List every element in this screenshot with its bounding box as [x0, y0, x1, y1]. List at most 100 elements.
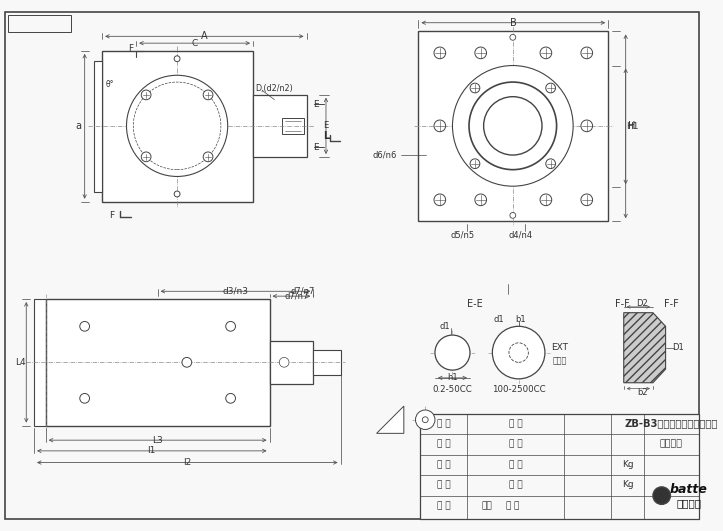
Circle shape: [434, 194, 445, 205]
Text: b2: b2: [637, 388, 648, 397]
Circle shape: [182, 357, 192, 367]
Circle shape: [435, 335, 470, 370]
Circle shape: [416, 410, 435, 430]
Circle shape: [510, 212, 515, 218]
Text: l2: l2: [183, 458, 192, 467]
Text: L3: L3: [153, 435, 163, 444]
Text: H1: H1: [626, 122, 638, 131]
Bar: [253, 95, 307, 157]
Text: ZB-B3系列融体泵连接尺寸图: ZB-B3系列融体泵连接尺寸图: [625, 418, 718, 429]
Bar: [419, 31, 608, 221]
Polygon shape: [624, 313, 666, 383]
Text: 共: 共: [513, 501, 518, 510]
Text: E: E: [323, 122, 329, 131]
Text: h1: h1: [447, 373, 458, 382]
Text: A: A: [201, 31, 208, 41]
Text: 材 料: 材 料: [509, 419, 523, 428]
Circle shape: [80, 393, 90, 403]
Circle shape: [80, 321, 90, 331]
Circle shape: [581, 194, 593, 205]
Circle shape: [540, 194, 552, 205]
Circle shape: [226, 393, 236, 403]
Text: d7/n7: d7/n7: [284, 292, 309, 301]
Text: d6/n6: d6/n6: [372, 151, 397, 159]
Text: D2: D2: [636, 299, 648, 309]
Circle shape: [453, 65, 573, 186]
Text: F-F: F-F: [664, 299, 679, 309]
Circle shape: [546, 159, 555, 168]
Text: batte: batte: [670, 483, 708, 496]
Bar: [270, 341, 313, 384]
Bar: [95, 61, 102, 192]
Circle shape: [174, 191, 180, 197]
Circle shape: [141, 152, 151, 162]
Circle shape: [434, 47, 445, 59]
Circle shape: [434, 120, 445, 132]
Text: B: B: [510, 18, 517, 28]
Text: 毛 重: 毛 重: [509, 460, 523, 469]
Circle shape: [127, 75, 228, 176]
Text: F-F: F-F: [615, 299, 630, 309]
Text: F: F: [128, 45, 133, 54]
Text: d3/n3: d3/n3: [223, 287, 249, 296]
Circle shape: [133, 82, 221, 169]
Bar: [420, 414, 698, 519]
Circle shape: [470, 83, 480, 93]
Text: 设 计: 设 计: [437, 419, 450, 428]
Text: 件 数: 件 数: [509, 440, 523, 449]
Text: F: F: [109, 211, 114, 220]
Bar: [313, 350, 341, 375]
Circle shape: [509, 343, 529, 362]
Circle shape: [279, 357, 289, 367]
Circle shape: [510, 35, 515, 40]
Text: 0.2-50CC: 0.2-50CC: [432, 385, 472, 394]
Circle shape: [469, 82, 557, 169]
Text: 郑州巴特: 郑州巴特: [677, 499, 701, 508]
Text: 制 图: 制 图: [437, 440, 450, 449]
Text: θ°: θ°: [106, 81, 114, 90]
Text: a: a: [76, 122, 82, 131]
Text: D,(d2/n2): D,(d2/n2): [255, 84, 294, 93]
Text: 张: 张: [505, 501, 510, 510]
Text: 审 核: 审 核: [437, 481, 450, 490]
Text: d1: d1: [494, 315, 505, 324]
Circle shape: [226, 321, 236, 331]
Bar: [8, 15, 71, 32]
Text: E-E: E-E: [467, 299, 483, 309]
Circle shape: [470, 159, 480, 168]
Bar: [102, 51, 253, 202]
Bar: [34, 299, 46, 425]
Text: 中国标准: 中国标准: [660, 440, 683, 449]
Text: H: H: [628, 122, 636, 131]
Circle shape: [581, 120, 593, 132]
Circle shape: [422, 417, 428, 423]
Text: d4/n4: d4/n4: [508, 230, 533, 239]
Circle shape: [141, 90, 213, 162]
Text: 阶 段: 阶 段: [437, 501, 450, 510]
Polygon shape: [377, 406, 404, 433]
Circle shape: [203, 152, 213, 162]
Circle shape: [484, 97, 542, 155]
Text: b1: b1: [515, 315, 526, 324]
Circle shape: [653, 487, 670, 504]
Text: C: C: [192, 39, 197, 48]
Text: L: L: [323, 131, 329, 141]
Text: 工 艺: 工 艺: [437, 460, 450, 469]
Circle shape: [141, 90, 151, 100]
Text: EXT: EXT: [551, 343, 568, 352]
Text: Kg: Kg: [622, 460, 633, 469]
Text: D1: D1: [672, 343, 684, 352]
Circle shape: [475, 47, 487, 59]
Text: Kg: Kg: [622, 481, 633, 490]
Text: E: E: [314, 143, 319, 152]
Text: L4: L4: [15, 358, 26, 367]
Circle shape: [203, 90, 213, 100]
Circle shape: [540, 47, 552, 59]
Bar: [282, 118, 304, 134]
Text: 净 重: 净 重: [509, 481, 523, 490]
Text: d5/n5: d5/n5: [450, 230, 474, 239]
Bar: [46, 299, 270, 425]
Circle shape: [475, 194, 487, 205]
Circle shape: [546, 83, 555, 93]
Circle shape: [154, 102, 200, 149]
